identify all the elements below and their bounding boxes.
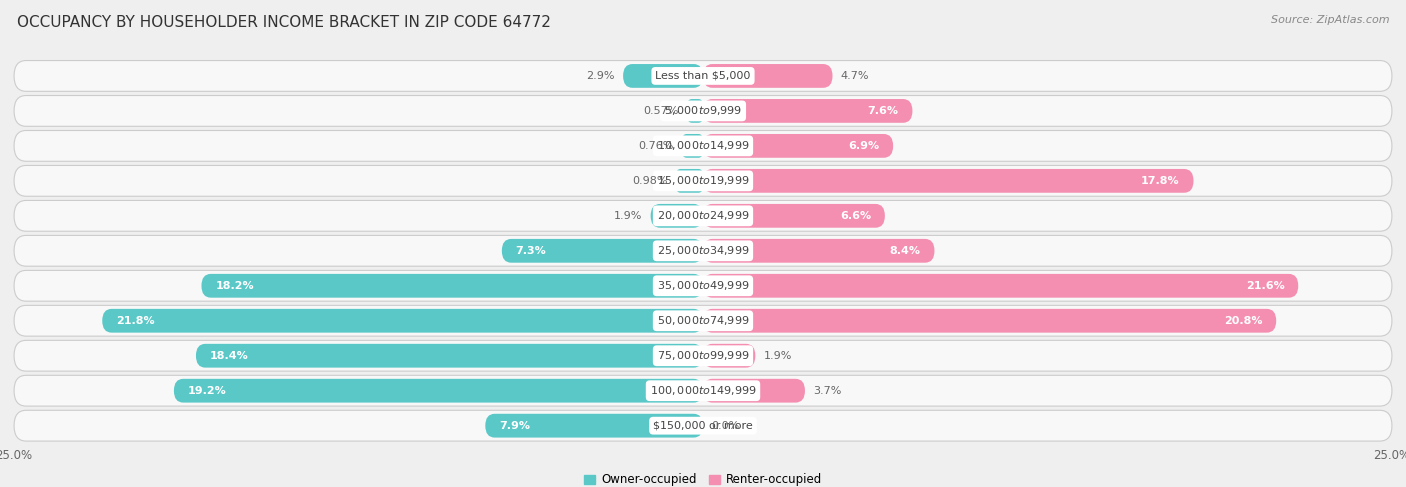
FancyBboxPatch shape [14,166,1392,196]
FancyBboxPatch shape [14,340,1392,371]
FancyBboxPatch shape [195,344,703,368]
Text: Less than $5,000: Less than $5,000 [655,71,751,81]
Text: 0.0%: 0.0% [711,421,740,431]
Text: $100,000 to $149,999: $100,000 to $149,999 [650,384,756,397]
Text: $35,000 to $49,999: $35,000 to $49,999 [657,279,749,292]
FancyBboxPatch shape [14,305,1392,336]
Text: 0.98%: 0.98% [633,176,668,186]
FancyBboxPatch shape [703,169,1194,193]
FancyBboxPatch shape [703,274,1298,298]
Text: Source: ZipAtlas.com: Source: ZipAtlas.com [1271,15,1389,25]
Text: 20.8%: 20.8% [1223,316,1263,326]
Text: 6.6%: 6.6% [839,211,872,221]
Text: 7.9%: 7.9% [499,421,530,431]
Text: 7.3%: 7.3% [516,246,547,256]
Text: 18.2%: 18.2% [215,281,254,291]
FancyBboxPatch shape [703,134,893,158]
FancyBboxPatch shape [485,414,703,438]
Text: 4.7%: 4.7% [841,71,869,81]
FancyBboxPatch shape [14,235,1392,266]
FancyBboxPatch shape [14,201,1392,231]
FancyBboxPatch shape [174,379,703,403]
Text: $75,000 to $99,999: $75,000 to $99,999 [657,349,749,362]
Text: 6.9%: 6.9% [848,141,879,151]
FancyBboxPatch shape [703,204,884,228]
Text: 17.8%: 17.8% [1142,176,1180,186]
Text: $5,000 to $9,999: $5,000 to $9,999 [664,104,742,117]
FancyBboxPatch shape [676,169,703,193]
Text: 1.9%: 1.9% [614,211,643,221]
Text: 18.4%: 18.4% [209,351,249,361]
Text: 1.9%: 1.9% [763,351,792,361]
FancyBboxPatch shape [201,274,703,298]
FancyBboxPatch shape [14,270,1392,301]
Text: $15,000 to $19,999: $15,000 to $19,999 [657,174,749,187]
FancyBboxPatch shape [14,95,1392,126]
Text: $25,000 to $34,999: $25,000 to $34,999 [657,244,749,257]
Text: $20,000 to $24,999: $20,000 to $24,999 [657,209,749,223]
FancyBboxPatch shape [703,239,935,262]
Text: $10,000 to $14,999: $10,000 to $14,999 [657,139,749,152]
FancyBboxPatch shape [623,64,703,88]
Text: 0.76%: 0.76% [638,141,673,151]
FancyBboxPatch shape [703,64,832,88]
FancyBboxPatch shape [14,410,1392,441]
FancyBboxPatch shape [703,309,1277,333]
FancyBboxPatch shape [14,131,1392,161]
FancyBboxPatch shape [703,379,806,403]
FancyBboxPatch shape [688,99,703,123]
FancyBboxPatch shape [682,134,703,158]
Text: 8.4%: 8.4% [890,246,921,256]
FancyBboxPatch shape [502,239,703,262]
Text: 2.9%: 2.9% [586,71,614,81]
Legend: Owner-occupied, Renter-occupied: Owner-occupied, Renter-occupied [579,468,827,487]
FancyBboxPatch shape [703,344,755,368]
Text: 3.7%: 3.7% [813,386,842,396]
Text: $150,000 or more: $150,000 or more [654,421,752,431]
FancyBboxPatch shape [651,204,703,228]
Text: 7.6%: 7.6% [868,106,898,116]
Text: 21.8%: 21.8% [117,316,155,326]
Text: 21.6%: 21.6% [1246,281,1285,291]
Text: OCCUPANCY BY HOUSEHOLDER INCOME BRACKET IN ZIP CODE 64772: OCCUPANCY BY HOUSEHOLDER INCOME BRACKET … [17,15,551,30]
FancyBboxPatch shape [103,309,703,333]
Text: $50,000 to $74,999: $50,000 to $74,999 [657,314,749,327]
Text: 19.2%: 19.2% [187,386,226,396]
FancyBboxPatch shape [703,99,912,123]
Text: 0.57%: 0.57% [644,106,679,116]
FancyBboxPatch shape [14,375,1392,406]
FancyBboxPatch shape [14,60,1392,92]
